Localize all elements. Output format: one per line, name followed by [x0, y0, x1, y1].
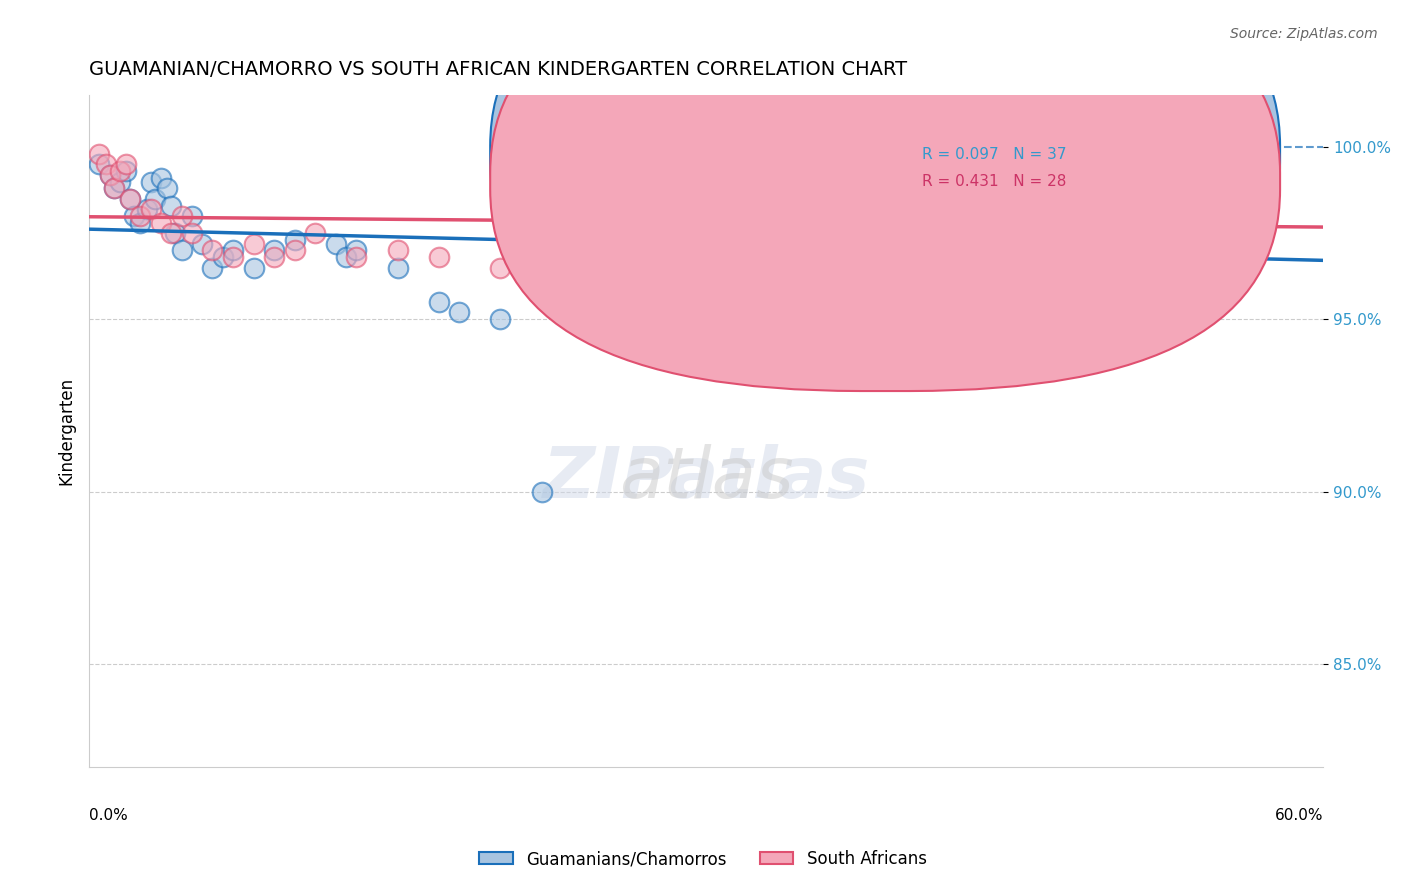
Point	[98, 168, 121, 182]
Point	[160, 226, 183, 240]
Point	[115, 164, 138, 178]
Point	[530, 484, 553, 499]
Point	[387, 244, 409, 258]
Point	[222, 244, 245, 258]
Point	[335, 251, 357, 265]
Y-axis label: Kindergarten: Kindergarten	[58, 377, 75, 485]
Text: ZIPatlas: ZIPatlas	[543, 444, 870, 513]
Point	[304, 226, 326, 240]
Point	[1107, 140, 1129, 154]
Text: 60.0%: 60.0%	[1275, 807, 1323, 822]
Point	[592, 329, 614, 343]
Point	[263, 251, 285, 265]
Point	[387, 260, 409, 275]
Point	[325, 236, 347, 251]
Point	[94, 157, 117, 171]
FancyBboxPatch shape	[835, 116, 1194, 223]
Point	[115, 157, 138, 171]
Point	[150, 216, 173, 230]
Point	[135, 202, 157, 216]
Legend: Guamanians/Chamorros, South Africans: Guamanians/Chamorros, South Africans	[472, 844, 934, 875]
Point	[242, 236, 264, 251]
Text: GUAMANIAN/CHAMORRO VS SOUTH AFRICAN KINDERGARTEN CORRELATION CHART: GUAMANIAN/CHAMORRO VS SOUTH AFRICAN KIND…	[89, 60, 907, 78]
Point	[98, 168, 121, 182]
Point	[284, 244, 307, 258]
Point	[120, 192, 142, 206]
Point	[201, 244, 224, 258]
Point	[222, 251, 245, 265]
Point	[129, 209, 152, 223]
Point	[103, 181, 125, 195]
Point	[1209, 140, 1232, 154]
Point	[346, 244, 368, 258]
Point	[201, 260, 224, 275]
Point	[143, 192, 166, 206]
FancyBboxPatch shape	[491, 0, 1279, 364]
Point	[139, 202, 162, 216]
Point	[181, 226, 204, 240]
Point	[427, 295, 450, 310]
Point	[695, 244, 717, 258]
Point	[449, 305, 471, 319]
Point	[695, 319, 717, 334]
Text: 0.0%: 0.0%	[89, 807, 128, 822]
Point	[181, 209, 204, 223]
Point	[242, 260, 264, 275]
Point	[797, 133, 820, 147]
Point	[346, 251, 368, 265]
Point	[160, 199, 183, 213]
Text: Source: ZipAtlas.com: Source: ZipAtlas.com	[1230, 27, 1378, 41]
Point	[150, 171, 173, 186]
Point	[139, 175, 162, 189]
Point	[170, 244, 193, 258]
Point	[103, 181, 125, 195]
Point	[156, 181, 179, 195]
Point	[89, 157, 111, 171]
Text: atlas: atlas	[619, 444, 793, 513]
Point	[284, 233, 307, 247]
Point	[592, 251, 614, 265]
Point	[211, 251, 233, 265]
Point	[170, 209, 193, 223]
Point	[263, 244, 285, 258]
Point	[120, 192, 142, 206]
Point	[165, 226, 187, 240]
Point	[108, 175, 131, 189]
Point	[191, 236, 214, 251]
Point	[489, 260, 512, 275]
Point	[124, 209, 146, 223]
Point	[901, 133, 924, 147]
Point	[108, 164, 131, 178]
FancyBboxPatch shape	[491, 0, 1279, 391]
Point	[89, 147, 111, 161]
Point	[489, 312, 512, 326]
Point	[1004, 140, 1026, 154]
Point	[427, 251, 450, 265]
Text: R = 0.431   N = 28: R = 0.431 N = 28	[922, 174, 1067, 188]
Point	[129, 216, 152, 230]
Point	[797, 251, 820, 265]
Text: R = 0.097   N = 37: R = 0.097 N = 37	[922, 146, 1067, 161]
